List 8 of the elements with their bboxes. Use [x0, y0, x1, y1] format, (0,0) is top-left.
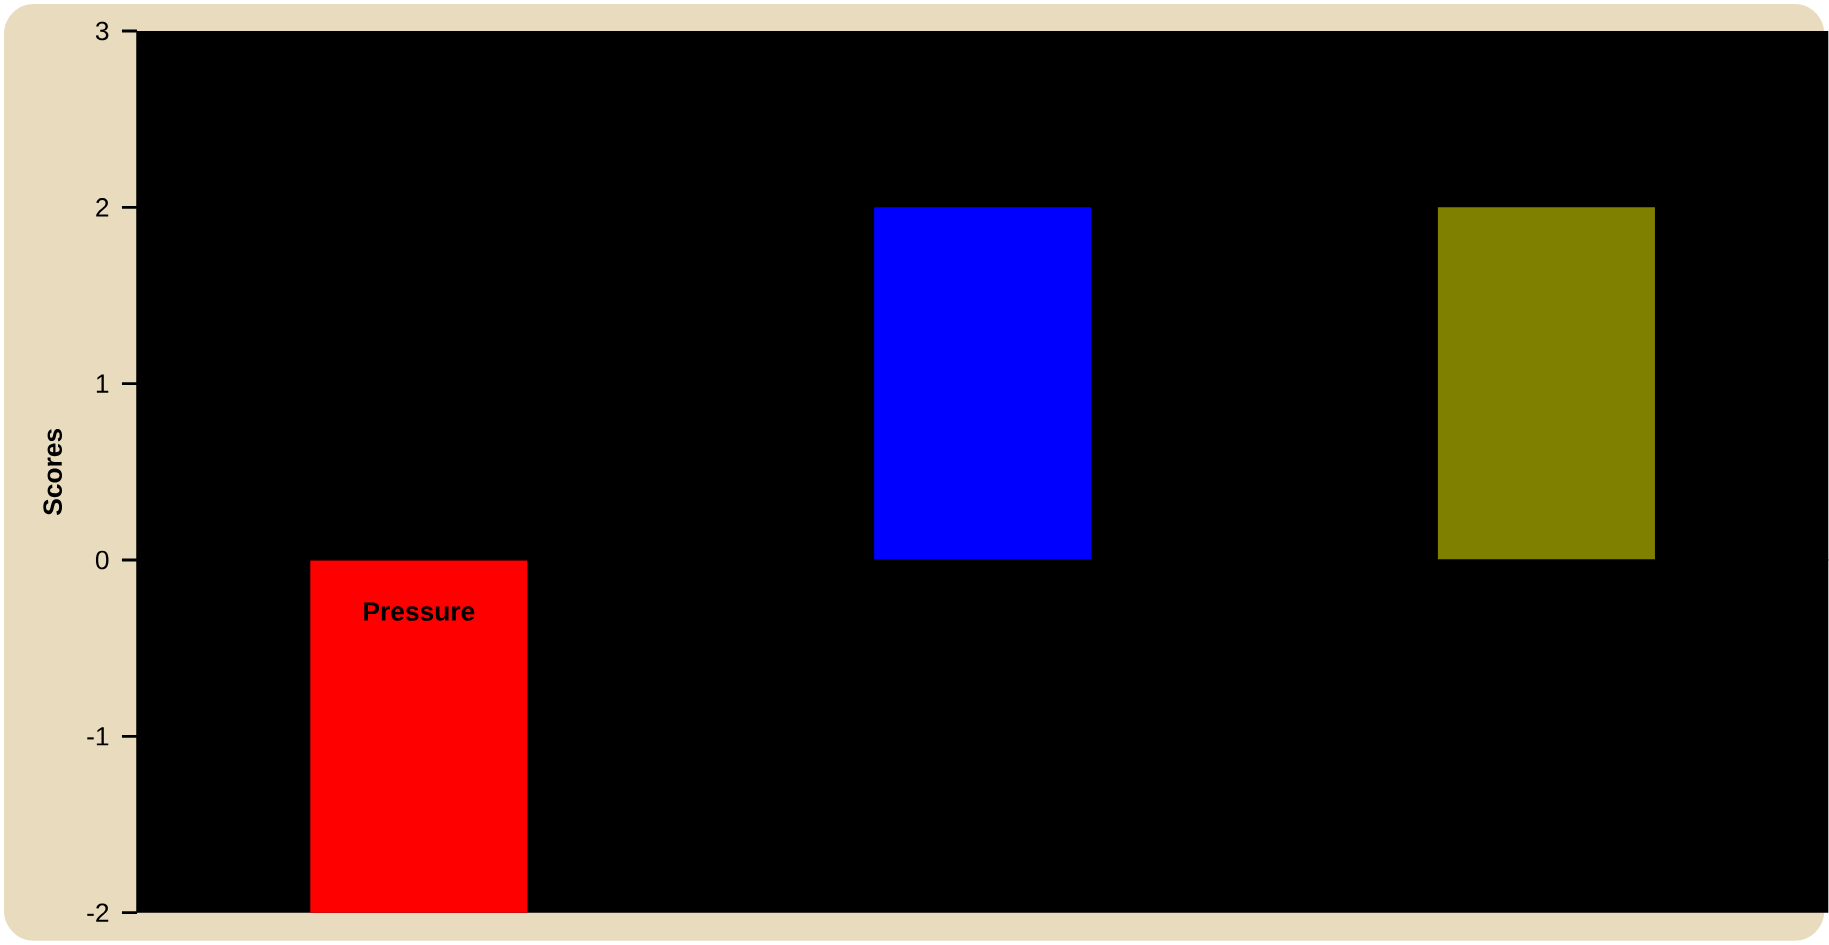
- y-tick-label: 0: [95, 550, 109, 570]
- y-axis-title: Scores: [43, 429, 63, 516]
- y-tick-label: 3: [95, 21, 109, 41]
- y-tick-label: 2: [96, 198, 109, 217]
- y-tick-label: -2: [87, 903, 109, 923]
- x-tick-label: Pressure: [364, 602, 475, 621]
- y-tick-label: 1: [96, 374, 109, 393]
- y-tick-label: -1: [87, 727, 109, 746]
